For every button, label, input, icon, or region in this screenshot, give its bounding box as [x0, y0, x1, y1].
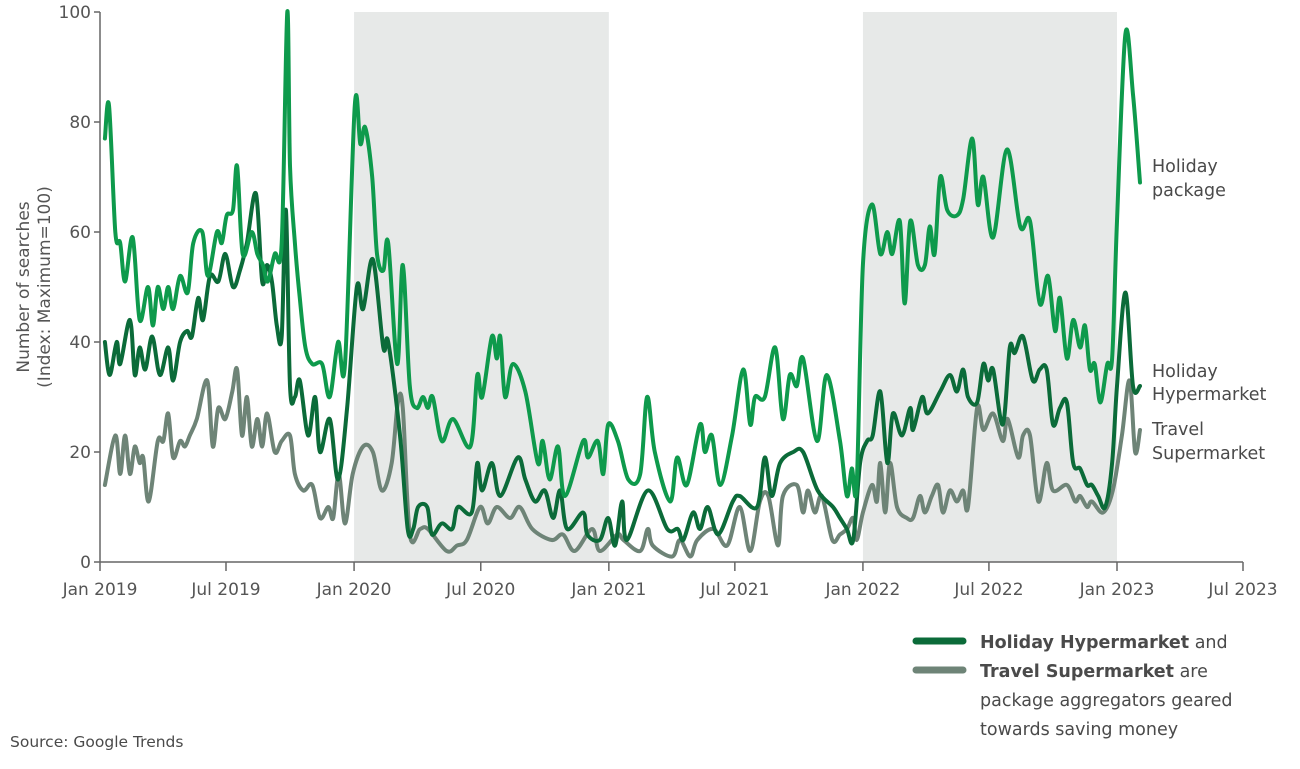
y-tick-label: 40 — [69, 333, 91, 353]
x-tick-label: Jan 2020 — [316, 580, 392, 600]
legend-line-3: package aggregators geared — [980, 691, 1233, 711]
y-tick-label: 80 — [69, 113, 91, 133]
x-tick-label: Jul 2019 — [190, 580, 260, 600]
x-tick-label: Jan 2022 — [824, 580, 900, 600]
x-tick-label: Jan 2023 — [1079, 580, 1155, 600]
shaded-period — [354, 12, 609, 562]
x-tick-label: Jan 2019 — [62, 580, 138, 600]
legend-line-2-rest: are — [1174, 662, 1208, 682]
x-tick-label: Jul 2023 — [1207, 580, 1277, 600]
x-tick-label: Jul 2020 — [445, 580, 515, 600]
end-label-holiday-package: package — [1152, 181, 1226, 201]
x-tick-label: Jan 2021 — [570, 580, 646, 600]
series-lines — [102, 9, 1142, 559]
legend-travel-supermarket: Travel Supermarket — [980, 662, 1174, 682]
legend-line-2: Travel Supermarket are — [980, 662, 1208, 682]
legend-line-4: towards saving money — [980, 720, 1178, 740]
axes: 0 20 40 60 80 100 Jan 2019 Jul 2019 Jan 2020 Jul … — [59, 3, 1278, 600]
end-label-holiday-hypermarket: Holiday — [1152, 362, 1218, 382]
series-line-holiday-package — [102, 9, 1142, 504]
series-line-travel-supermarket — [102, 366, 1142, 559]
y-tick-label: 20 — [69, 443, 91, 463]
legend-line-1: Holiday Hypermarket and — [980, 633, 1228, 653]
y-tick-label: 100 — [59, 3, 91, 23]
y-axis-title-line2: (Index: Maximum=100) — [35, 186, 55, 388]
series-line-holiday-hypermarket — [102, 191, 1142, 548]
source-note: Source: Google Trends — [10, 733, 183, 751]
y-axis-title-line1: Number of searches — [14, 201, 34, 372]
end-label-travel-supermarket: Travel — [1151, 420, 1204, 440]
shaded-period — [862, 12, 1118, 562]
y-tick-label: 0 — [80, 553, 91, 573]
y-axis-title: Number of searches (Index: Maximum=100) — [14, 186, 55, 388]
legend-line-1-rest: and — [1189, 633, 1228, 653]
x-tick-label: Jul 2021 — [699, 580, 769, 600]
y-tick-label: 60 — [69, 223, 91, 243]
shaded-periods — [354, 12, 1118, 562]
end-label-holiday-package: Holiday — [1152, 157, 1218, 177]
x-tick-label: Jul 2022 — [953, 580, 1023, 600]
legend: Holiday Hypermarket and Travel Supermark… — [912, 633, 1233, 740]
end-label-holiday-hypermarket: Hypermarket — [1152, 385, 1267, 405]
legend-holiday-hypermarket: Holiday Hypermarket — [980, 633, 1189, 653]
series-end-labels: Travel Supermarket Holiday Hypermarket Holid… — [1151, 157, 1267, 464]
end-label-travel-supermarket: Supermarket — [1152, 444, 1265, 464]
